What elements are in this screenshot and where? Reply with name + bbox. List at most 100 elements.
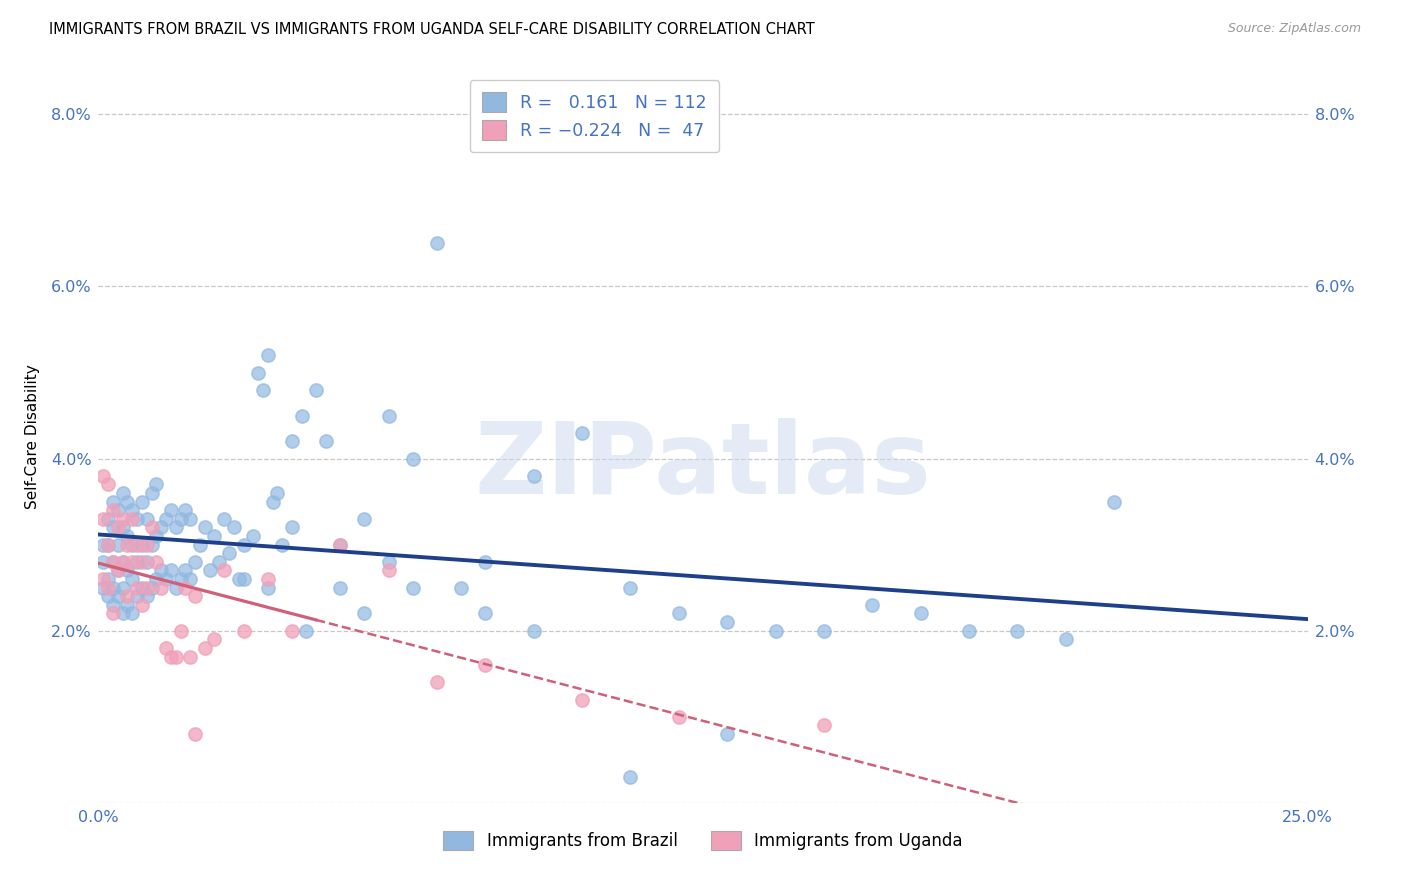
Point (111, 555, 134, 569)
Point (101, 503, 124, 517)
Point (127, 589, 149, 603)
Point (169, 624, 191, 638)
Point (97, 589, 120, 603)
Point (256, 581, 278, 595)
Point (523, 624, 546, 638)
Point (97, 538, 120, 552)
Point (101, 520, 124, 534)
Point (107, 589, 129, 603)
Point (135, 555, 157, 569)
Point (765, 624, 787, 638)
Point (188, 538, 211, 552)
Point (145, 477, 167, 491)
Point (107, 538, 129, 552)
Point (179, 649, 201, 664)
Point (813, 624, 835, 638)
Point (474, 555, 496, 569)
Point (107, 564, 129, 578)
Point (262, 494, 284, 508)
Point (107, 503, 129, 517)
Point (145, 572, 167, 586)
Point (111, 512, 134, 526)
Point (97, 512, 120, 526)
Point (121, 503, 143, 517)
Point (97, 538, 120, 552)
Point (145, 555, 167, 569)
Point (281, 624, 304, 638)
Point (111, 520, 134, 534)
Point (141, 520, 163, 534)
Point (179, 572, 201, 586)
Point (135, 512, 157, 526)
Point (127, 555, 149, 569)
Point (165, 581, 187, 595)
Point (1007, 624, 1029, 638)
Point (571, 692, 593, 706)
Point (107, 564, 129, 578)
Point (160, 503, 183, 517)
Point (174, 503, 197, 517)
Point (121, 607, 143, 621)
Point (218, 546, 240, 560)
Point (127, 581, 149, 595)
Point (813, 718, 835, 732)
Point (101, 598, 124, 612)
Point (150, 564, 173, 578)
Point (117, 494, 139, 508)
Point (150, 581, 173, 595)
Point (571, 425, 593, 440)
Point (131, 494, 153, 508)
Point (377, 409, 399, 423)
Point (184, 589, 207, 603)
Point (184, 727, 207, 741)
Point (111, 607, 134, 621)
Point (198, 564, 221, 578)
Point (377, 564, 399, 578)
Point (232, 572, 254, 586)
Point (121, 572, 143, 586)
Point (353, 607, 375, 621)
Point (957, 624, 980, 638)
Point (179, 512, 201, 526)
Point (474, 607, 496, 621)
Point (169, 572, 191, 586)
Point (127, 538, 149, 552)
Point (860, 598, 883, 612)
Point (523, 468, 546, 483)
Point (135, 589, 157, 603)
Point (281, 434, 304, 449)
Point (121, 512, 143, 526)
Point (91, 512, 114, 526)
Point (256, 572, 278, 586)
Point (135, 581, 157, 595)
Point (150, 520, 173, 534)
Point (295, 624, 318, 638)
Point (1054, 632, 1077, 647)
Point (184, 555, 207, 569)
Point (101, 494, 124, 508)
Point (271, 538, 294, 552)
Point (228, 572, 250, 586)
Point (97, 572, 120, 586)
Point (97, 477, 120, 491)
Point (97, 581, 120, 595)
Point (266, 486, 288, 500)
Point (212, 564, 235, 578)
Point (716, 615, 738, 629)
Point (145, 529, 167, 543)
Point (329, 538, 352, 552)
Point (91, 555, 114, 569)
Point (426, 675, 449, 690)
Point (117, 538, 139, 552)
Text: IMMIGRANTS FROM BRAZIL VS IMMIGRANTS FROM UGANDA SELF-CARE DISABILITY CORRELATIO: IMMIGRANTS FROM BRAZIL VS IMMIGRANTS FRO… (49, 22, 815, 37)
Text: Source: ZipAtlas.com: Source: ZipAtlas.com (1227, 22, 1361, 36)
Point (474, 658, 496, 673)
Point (111, 486, 134, 500)
Point (329, 581, 352, 595)
Point (290, 409, 312, 423)
Point (91, 572, 114, 586)
Point (155, 640, 177, 655)
Point (222, 520, 245, 534)
Point (117, 598, 139, 612)
Point (305, 383, 328, 397)
